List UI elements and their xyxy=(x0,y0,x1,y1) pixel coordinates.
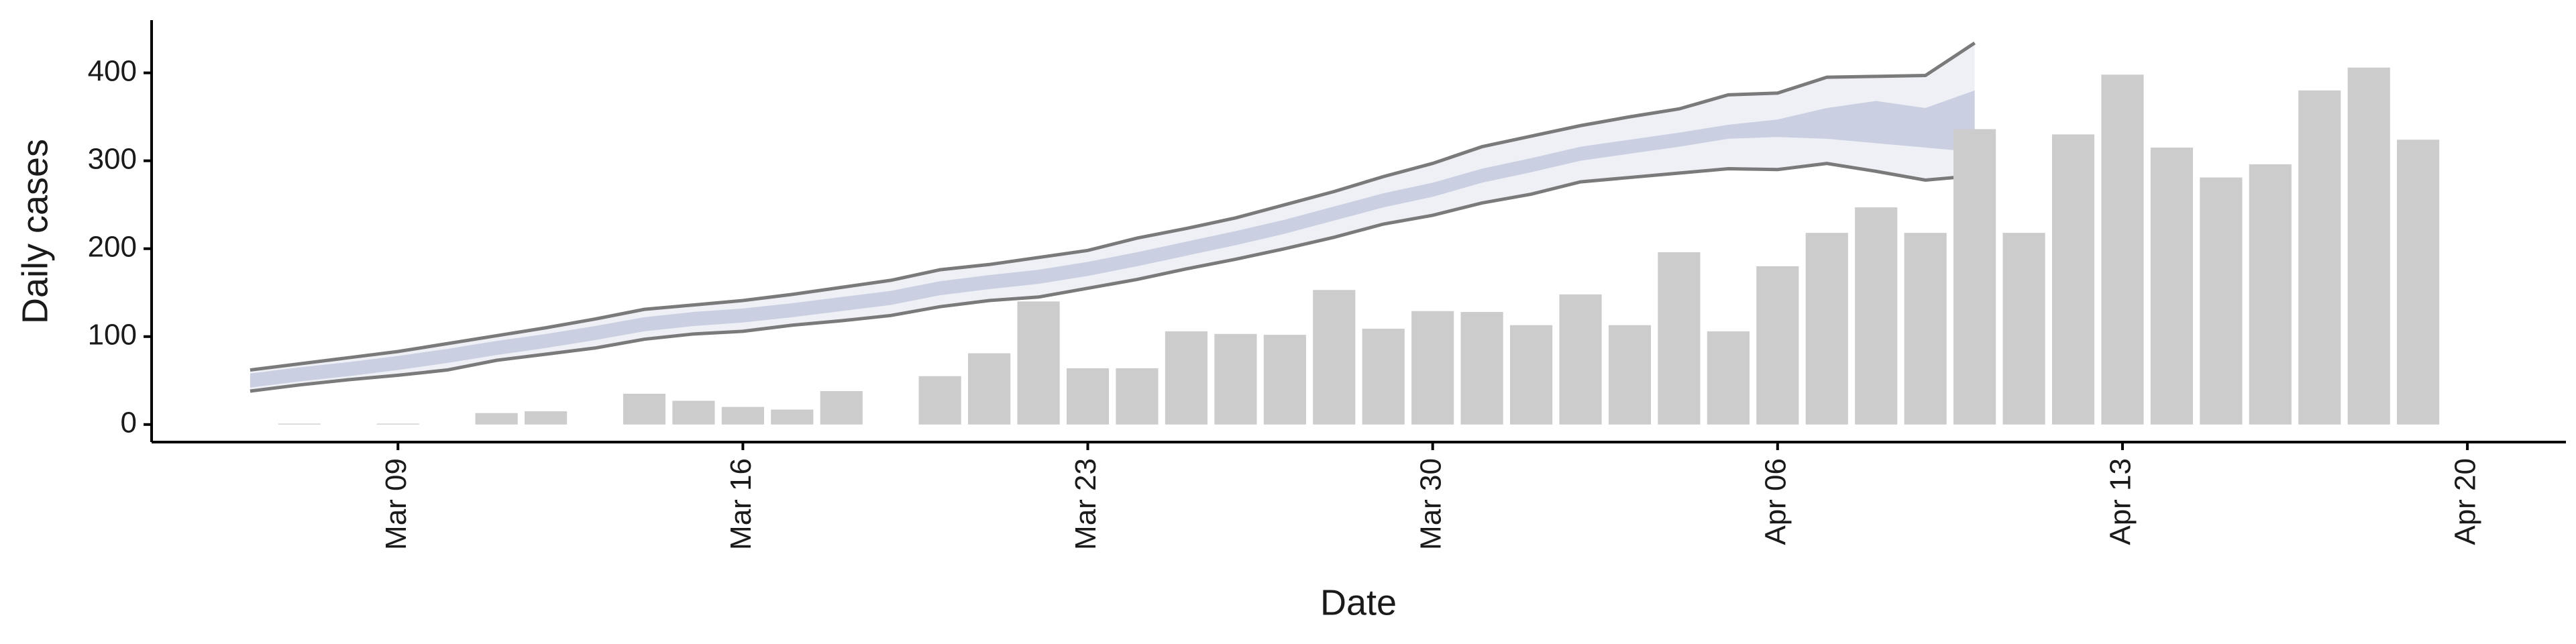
bar xyxy=(1658,252,1701,425)
bar xyxy=(918,376,961,425)
bar xyxy=(2200,177,2243,425)
x-tick-label: Apr 13 xyxy=(2104,458,2137,545)
band-fill xyxy=(250,90,1975,388)
bar xyxy=(1953,129,1996,425)
y-tick-label: 200 xyxy=(88,230,137,263)
bar xyxy=(820,390,863,425)
y-tick-label: 300 xyxy=(88,142,137,175)
bar xyxy=(376,423,419,425)
bar xyxy=(2397,140,2440,425)
bar xyxy=(1263,335,1306,425)
bar xyxy=(1608,325,1652,425)
bar xyxy=(2249,164,2292,425)
bar xyxy=(525,411,568,425)
bar xyxy=(771,409,814,425)
x-tick-label: Apr 20 xyxy=(2449,458,2482,545)
y-tick-label: 0 xyxy=(121,406,137,439)
x-tick-label: Mar 30 xyxy=(1414,458,1447,550)
bar xyxy=(1509,325,1553,425)
bar xyxy=(1214,333,1257,425)
bar xyxy=(2101,74,2144,425)
bar xyxy=(2150,148,2193,425)
bar xyxy=(1805,233,1848,425)
bar xyxy=(623,393,666,425)
x-tick-label: Mar 23 xyxy=(1069,458,1102,550)
x-tick-label: Mar 09 xyxy=(380,458,413,550)
bar xyxy=(1904,233,1947,425)
x-tick-label: Mar 16 xyxy=(724,458,757,550)
bar xyxy=(2298,90,2341,425)
y-tick-label: 100 xyxy=(88,318,137,351)
bar xyxy=(475,413,518,425)
y-axis-title: Daily cases xyxy=(15,139,55,324)
bar xyxy=(968,353,1011,425)
bar xyxy=(1313,290,1356,425)
bar xyxy=(1116,368,1159,425)
bar xyxy=(1707,331,1750,425)
band-line xyxy=(250,41,1976,372)
bar xyxy=(1362,328,1405,425)
bar xyxy=(1411,311,1454,425)
bar xyxy=(1559,294,1602,425)
x-tick-label: Apr 06 xyxy=(1759,458,1792,545)
bar xyxy=(1756,266,1799,425)
bar xyxy=(2002,233,2045,425)
band-line xyxy=(250,162,1975,393)
bar xyxy=(1460,312,1503,425)
bar xyxy=(1165,331,1208,425)
bar xyxy=(721,407,764,425)
bar xyxy=(1066,368,1110,425)
bar xyxy=(1017,301,1060,425)
bar xyxy=(2347,67,2390,425)
bar xyxy=(1855,207,1898,425)
y-tick-label: 400 xyxy=(88,54,137,87)
bar xyxy=(672,400,715,425)
x-axis-title: Date xyxy=(1320,582,1397,623)
bar xyxy=(278,423,321,425)
bar xyxy=(2051,134,2095,425)
